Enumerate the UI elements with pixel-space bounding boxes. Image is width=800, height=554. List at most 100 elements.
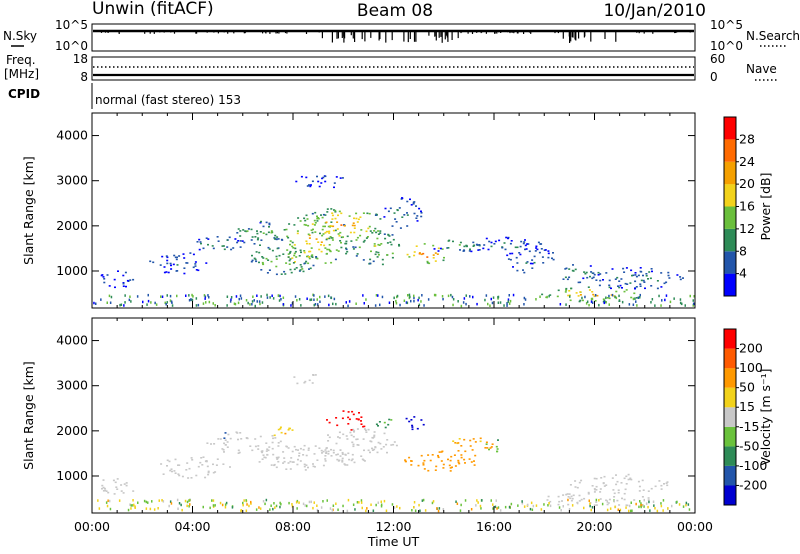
range-cell — [182, 253, 185, 255]
ground-scatter-cell — [324, 295, 326, 298]
range-cell — [586, 276, 589, 279]
range-cell — [325, 221, 328, 224]
ground-scatter-cell — [395, 302, 398, 305]
ground-scatter-cell — [273, 502, 275, 505]
range-cell — [316, 257, 319, 260]
ground-scatter-cell — [202, 505, 204, 509]
range-cell — [533, 255, 536, 258]
range-cell — [452, 440, 455, 442]
range-cell — [520, 240, 523, 243]
range-cell — [613, 496, 616, 498]
range-cell — [496, 448, 499, 450]
range-cell — [328, 232, 331, 234]
x-tick-label: 16:00 — [476, 519, 512, 534]
freq-label: Freq. — [6, 53, 36, 67]
range-cell — [322, 233, 325, 235]
ground-scatter-cell — [256, 300, 258, 303]
ground-scatter-cell — [356, 501, 359, 504]
range-cell — [315, 238, 318, 240]
cpid-label: CPID — [8, 87, 40, 101]
range-cell — [544, 249, 547, 251]
range-cell — [363, 425, 366, 428]
ground-scatter-cell — [235, 295, 238, 298]
range-cell — [293, 445, 296, 448]
range-cell — [608, 284, 611, 287]
range-cell — [347, 452, 350, 455]
range-cell — [325, 451, 328, 453]
ground-scatter-cell — [606, 508, 609, 512]
ground-scatter-cell — [157, 507, 159, 510]
range-cell — [295, 256, 298, 258]
range-cell — [345, 247, 347, 250]
ground-scatter-cell — [314, 303, 317, 306]
range-cell — [282, 253, 285, 255]
colorbar-tick-label: -15 — [739, 419, 759, 434]
range-cell — [360, 229, 363, 231]
ground-scatter-cell — [653, 504, 655, 507]
range-cell — [638, 485, 641, 488]
ground-scatter-cell — [643, 505, 645, 508]
ground-scatter-cell — [247, 301, 249, 305]
ground-scatter-cell — [342, 504, 344, 508]
range-cell — [254, 258, 257, 261]
range-cell — [298, 452, 301, 455]
ground-scatter-cell — [422, 498, 425, 502]
range-cell — [292, 262, 295, 264]
range-cell — [631, 274, 633, 277]
range-cell — [389, 241, 392, 243]
range-cell — [463, 458, 466, 461]
ground-scatter-cell — [145, 507, 148, 510]
range-cell — [170, 468, 173, 470]
range-cell — [487, 248, 490, 251]
range-cell — [321, 452, 323, 454]
range-cell — [589, 265, 592, 267]
colorbar-swatch — [724, 228, 736, 252]
range-cell — [332, 449, 335, 452]
range-cell — [217, 240, 220, 242]
ground-scatter-cell — [265, 498, 268, 502]
range-cell — [411, 426, 414, 428]
ground-scatter-cell — [352, 503, 355, 506]
range-cell — [584, 272, 587, 275]
ground-scatter-cell — [246, 503, 248, 506]
range-cell — [526, 243, 529, 245]
range-cell — [342, 433, 345, 436]
range-cell — [570, 499, 573, 502]
range-cell — [374, 227, 377, 230]
range-cell — [543, 249, 546, 251]
range-cell — [306, 185, 309, 187]
range-cell — [228, 236, 231, 239]
beam-title: Beam 08 — [357, 1, 433, 21]
ground-scatter-cell — [260, 295, 262, 298]
range-cell — [309, 185, 312, 188]
range-cell — [316, 459, 319, 461]
range-cell — [236, 241, 239, 244]
range-cell — [273, 434, 276, 437]
ground-scatter-cell — [442, 508, 445, 511]
range-cell — [306, 218, 309, 220]
range-cell — [354, 246, 357, 249]
range-cell — [275, 273, 278, 276]
ground-scatter-cell — [547, 504, 549, 507]
range-cell — [549, 294, 552, 296]
range-cell — [362, 425, 365, 428]
range-cell — [351, 458, 354, 460]
range-cell — [391, 234, 394, 236]
range-cell — [440, 460, 443, 462]
ground-scatter-cell — [106, 504, 109, 508]
range-cell — [406, 253, 409, 256]
range-cell — [268, 446, 271, 448]
ground-scatter-cell — [214, 504, 216, 507]
ground-scatter-cell — [523, 303, 525, 306]
range-cell — [522, 269, 524, 271]
range-cell — [310, 255, 313, 257]
freq-tick-bottom: 8 — [80, 70, 88, 84]
range-cell — [452, 240, 454, 243]
colorbar-swatch — [724, 387, 736, 408]
range-cell — [617, 489, 620, 491]
range-cell — [395, 444, 398, 447]
ground-scatter-cell — [521, 500, 523, 503]
range-cell — [183, 257, 186, 259]
range-cell — [265, 257, 268, 260]
range-cell — [347, 416, 350, 419]
